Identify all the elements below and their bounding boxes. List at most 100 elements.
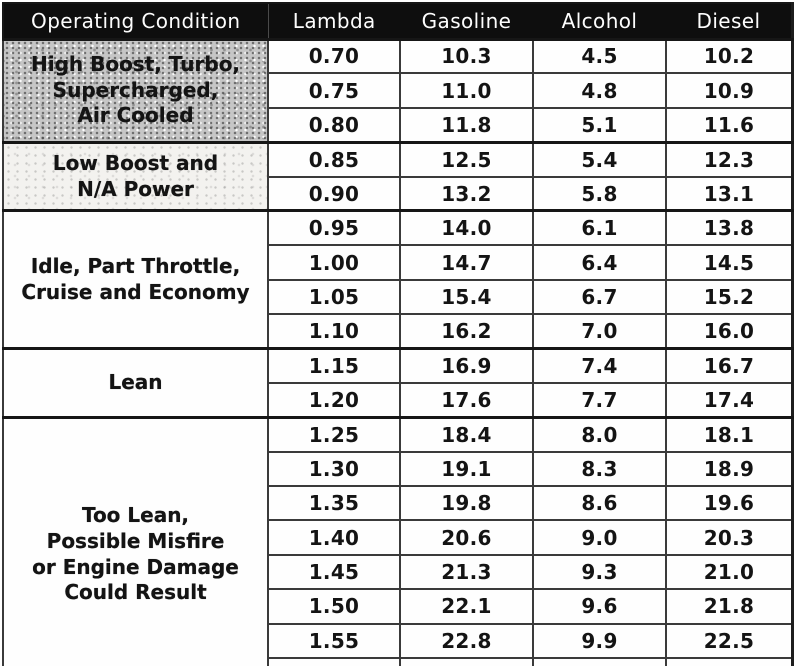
- cell-lambda: 0.75: [267, 72, 401, 109]
- header-operating-condition: Operating Condition: [3, 3, 269, 39]
- table-row: 1.50 22.1 9.6 21.8: [3, 588, 794, 625]
- cell-alcohol: 6.7: [532, 278, 667, 316]
- cell-gasoline: 19.1: [399, 450, 534, 488]
- table-row: Too Lean, Possible Misfire or Engine Dam…: [2, 415, 794, 666]
- cell-gasoline: 13.2: [399, 175, 534, 212]
- cell-alcohol: 7.0: [532, 313, 667, 350]
- cell-alcohol: 6.1: [532, 209, 667, 247]
- condition-cell-high-boost: High Boost, Turbo, Supercharged, Air Coo…: [2, 37, 269, 144]
- condition-cell-low-boost: Low Boost and N/A Power: [2, 140, 269, 212]
- cell-lambda: 1.10: [267, 313, 401, 350]
- cell-lambda: 1.20: [267, 381, 401, 419]
- cell-gasoline: 23.5: [399, 657, 534, 666]
- cell-lambda: 1.00: [267, 244, 401, 281]
- table-row: 0.90 13.2 5.8 13.1: [3, 175, 794, 212]
- cell-diesel: 15.2: [665, 278, 794, 316]
- table-row: 1.00 14.7 6.4 14.5: [3, 244, 794, 281]
- cell-gasoline: 18.4: [399, 415, 534, 453]
- header-lambda: Lambda: [268, 3, 400, 39]
- cell-diesel: 11.6: [665, 106, 794, 144]
- cell-diesel: 21.8: [665, 588, 794, 625]
- cell-gasoline: 22.1: [399, 588, 534, 625]
- table-row: 1.45 21.3 9.3 21.0: [3, 553, 794, 591]
- header-diesel: Diesel: [666, 3, 793, 39]
- cell-gasoline: 20.6: [399, 519, 534, 556]
- table-row: 1.30 19.1 8.3 18.9: [3, 450, 794, 488]
- table-row: 1.10 16.2 7.0 16.0: [3, 313, 794, 350]
- table-row: 1.60 23.5 10.2 23.2: [3, 657, 794, 666]
- cell-lambda: 1.15: [267, 346, 401, 384]
- header-alcohol: Alcohol: [533, 3, 666, 39]
- cell-diesel: 16.0: [665, 313, 794, 350]
- cell-lambda: 1.45: [267, 553, 401, 591]
- cell-lambda: 1.60: [267, 657, 401, 666]
- cell-gasoline: 14.0: [399, 209, 534, 247]
- cell-diesel: 19.6: [665, 485, 794, 522]
- condition-cell-too-lean: Too Lean, Possible Misfire or Engine Dam…: [2, 415, 269, 666]
- cell-diesel: 23.2: [665, 657, 794, 666]
- table-row: 1.55 22.8 9.9 22.5: [3, 622, 794, 660]
- cell-alcohol: 10.2: [532, 657, 667, 666]
- cell-lambda: 1.05: [267, 278, 401, 316]
- cell-diesel: 14.5: [665, 244, 794, 281]
- cell-diesel: 10.9: [665, 72, 794, 109]
- table-row: 1.20 17.6 7.7 17.4: [3, 381, 794, 419]
- cell-lambda: 0.90: [267, 175, 401, 212]
- table-row: 1.05 15.4 6.7 15.2: [3, 278, 794, 316]
- cell-gasoline: 11.8: [399, 106, 534, 144]
- cell-alcohol: 7.4: [532, 346, 667, 384]
- cell-gasoline: 11.0: [399, 72, 534, 109]
- cell-diesel: 10.2: [665, 37, 794, 75]
- cell-lambda: 1.55: [267, 622, 401, 660]
- table-row: Low Boost and N/A Power 0.85 12.5 5.4 12…: [2, 140, 794, 212]
- cell-alcohol: 9.9: [532, 622, 667, 660]
- cell-alcohol: 8.3: [532, 450, 667, 488]
- cell-lambda: 0.85: [267, 140, 401, 178]
- cell-alcohol: 6.4: [532, 244, 667, 281]
- cell-lambda: 1.25: [267, 415, 401, 453]
- cell-diesel: 20.3: [665, 519, 794, 556]
- condition-cell-lean: Lean: [2, 347, 269, 419]
- cell-lambda: 1.35: [267, 485, 401, 522]
- cell-diesel: 17.4: [665, 381, 794, 419]
- cell-lambda: 0.95: [267, 209, 401, 247]
- cell-gasoline: 16.9: [399, 346, 534, 384]
- cell-gasoline: 12.5: [399, 140, 534, 178]
- cell-alcohol: 9.0: [532, 519, 667, 556]
- cell-alcohol: 9.6: [532, 588, 667, 625]
- cell-diesel: 21.0: [665, 553, 794, 591]
- cell-lambda: 1.40: [267, 519, 401, 556]
- table-row: High Boost, Turbo, Supercharged, Air Coo…: [2, 37, 794, 144]
- cell-lambda: 0.80: [267, 106, 401, 144]
- table-row: 1.40 20.6 9.0 20.3: [3, 519, 794, 556]
- cell-diesel: 12.3: [665, 140, 794, 178]
- condition-cell-idle-cruise: Idle, Part Throttle, Cruise and Economy: [2, 209, 269, 350]
- cell-diesel: 13.8: [665, 209, 794, 247]
- cell-gasoline: 10.3: [399, 37, 534, 75]
- cell-gasoline: 21.3: [399, 553, 534, 591]
- cell-alcohol: 5.1: [532, 106, 667, 144]
- cell-alcohol: 9.3: [532, 553, 667, 591]
- cell-diesel: 13.1: [665, 175, 794, 212]
- table-row: 0.80 11.8 5.1 11.6: [3, 106, 794, 144]
- cell-diesel: 16.7: [665, 346, 794, 384]
- cell-lambda: 0.70: [267, 37, 401, 75]
- cell-alcohol: 5.4: [532, 140, 667, 178]
- cell-gasoline: 14.7: [399, 244, 534, 281]
- table-row: Lean 1.15 16.9 7.4 16.7: [2, 346, 794, 419]
- cell-gasoline: 15.4: [399, 278, 534, 316]
- cell-alcohol: 4.8: [532, 72, 667, 109]
- table-row: 1.35 19.8 8.6 19.6: [3, 485, 794, 522]
- cell-alcohol: 8.0: [532, 415, 667, 453]
- cell-alcohol: 7.7: [532, 381, 667, 419]
- header-row: Operating Condition Lambda Gasoline Alco…: [3, 3, 793, 39]
- cell-alcohol: 5.8: [532, 175, 667, 212]
- cell-gasoline: 22.8: [399, 622, 534, 660]
- cell-gasoline: 17.6: [399, 381, 534, 419]
- header-gasoline: Gasoline: [400, 3, 533, 39]
- cell-lambda: 1.50: [267, 588, 401, 625]
- cell-gasoline: 16.2: [399, 313, 534, 350]
- cell-diesel: 22.5: [665, 622, 794, 660]
